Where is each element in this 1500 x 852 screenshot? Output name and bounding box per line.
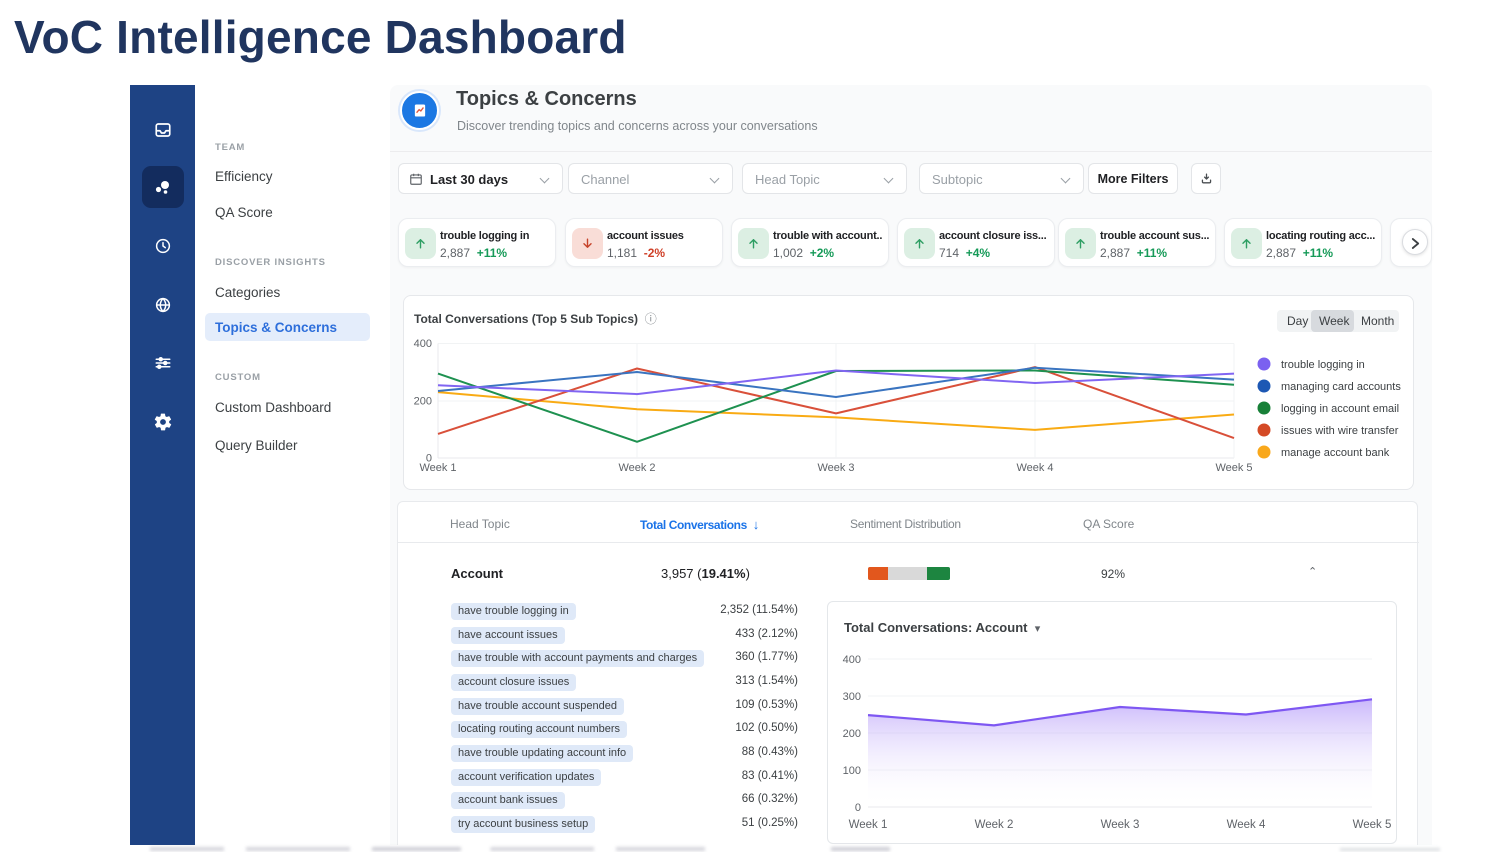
- svg-text:Week 1: Week 1: [849, 819, 888, 831]
- svg-text:200: 200: [414, 396, 432, 408]
- svg-text:Week 2: Week 2: [618, 462, 655, 474]
- svg-text:100: 100: [843, 765, 861, 777]
- svg-text:Week 5: Week 5: [1215, 462, 1252, 474]
- svg-text:0: 0: [426, 453, 432, 465]
- svg-text:200: 200: [843, 728, 861, 740]
- svg-text:Week 1: Week 1: [419, 462, 456, 474]
- svg-text:Week 3: Week 3: [817, 462, 854, 474]
- svg-text:400: 400: [414, 338, 432, 350]
- svg-text:Week 4: Week 4: [1227, 819, 1266, 831]
- svg-text:managing card accounts: managing card accounts: [1281, 381, 1401, 393]
- svg-text:Week 5: Week 5: [1353, 819, 1392, 831]
- svg-text:issues with wire transfer: issues with wire transfer: [1281, 425, 1399, 437]
- svg-text:Week 3: Week 3: [1101, 819, 1140, 831]
- svg-text:Week 4: Week 4: [1016, 462, 1053, 474]
- svg-text:0: 0: [855, 802, 861, 814]
- svg-text:trouble logging in: trouble logging in: [1281, 359, 1365, 371]
- svg-text:300: 300: [843, 691, 861, 703]
- svg-text:manage account bank: manage account bank: [1281, 447, 1390, 459]
- svg-text:Week 2: Week 2: [975, 819, 1014, 831]
- svg-text:400: 400: [843, 654, 861, 666]
- svg-text:logging in account email: logging in account email: [1281, 403, 1399, 415]
